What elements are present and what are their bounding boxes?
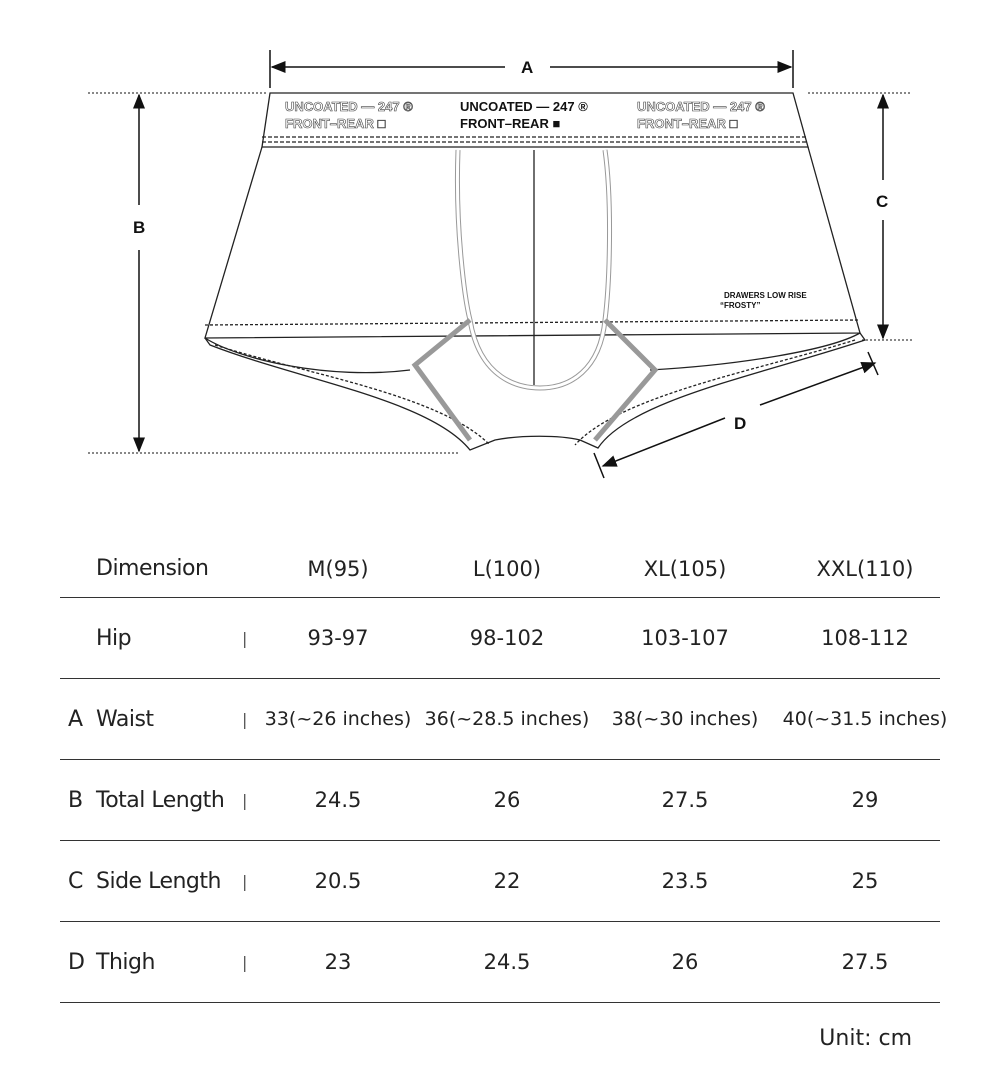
row-letter: C bbox=[68, 868, 84, 894]
row-separator: | bbox=[242, 952, 248, 972]
row-value: 24.5 bbox=[483, 950, 531, 974]
waistband-text-left-1: UNCOATED — 247 ® bbox=[285, 99, 413, 114]
row-value: 25 bbox=[851, 869, 879, 893]
row-value: 98-102 bbox=[469, 626, 545, 650]
row-separator: | bbox=[242, 628, 248, 648]
waistband-text-right-2: FRONT–REAR □ bbox=[637, 116, 737, 131]
row-name: Side Length bbox=[96, 868, 221, 894]
row-name: Total Length bbox=[96, 787, 225, 813]
waistband-text-left-2: FRONT–REAR □ bbox=[285, 116, 385, 131]
size-table: Dimension M(95) L(100) XL(105) XXL(110) … bbox=[60, 540, 947, 1003]
header-size: L(100) bbox=[472, 556, 542, 581]
row-value: 23.5 bbox=[661, 869, 709, 893]
row-value: 20.5 bbox=[314, 869, 362, 893]
header-size: M(95) bbox=[307, 556, 369, 581]
table-row: Hip | 93-97 98-102 103-107 108-112 bbox=[60, 598, 940, 679]
row-value: 26 bbox=[493, 788, 521, 812]
tag-text-1: DRAWERS LOW RISE bbox=[724, 291, 807, 300]
row-value: 93-97 bbox=[307, 626, 369, 650]
header-size: XXL(110) bbox=[816, 556, 914, 581]
row-value: 23 bbox=[324, 950, 352, 974]
row-value: 33(~26 inches) bbox=[264, 708, 412, 730]
row-name: Waist bbox=[96, 706, 154, 732]
row-separator: | bbox=[242, 871, 248, 891]
row-name: Thigh bbox=[96, 949, 155, 975]
tag-text-2: “FROSTY” bbox=[720, 301, 760, 310]
row-letter: D bbox=[68, 949, 85, 975]
header-dimension: Dimension bbox=[96, 556, 209, 581]
row-value: 40(~31.5 inches) bbox=[782, 708, 948, 730]
dimension-label-a: A bbox=[521, 58, 533, 77]
waistband-text-right-1: UNCOATED — 247 ® bbox=[637, 99, 765, 114]
row-value: 29 bbox=[851, 788, 879, 812]
row-value: 103-107 bbox=[641, 626, 729, 650]
table-row: D Thigh | 23 24.5 26 27.5 bbox=[60, 922, 940, 1003]
row-value: 38(~30 inches) bbox=[611, 708, 759, 730]
waistband-text-center-2: FRONT–REAR ■ bbox=[460, 116, 560, 131]
table-row: C Side Length | 20.5 22 23.5 25 bbox=[60, 841, 940, 922]
row-separator: | bbox=[242, 790, 248, 810]
dimension-label-c: C bbox=[876, 192, 888, 211]
table-header: Dimension M(95) L(100) XL(105) XXL(110) bbox=[60, 540, 940, 598]
row-letter: A bbox=[68, 706, 84, 732]
dimension-lines bbox=[88, 50, 912, 479]
row-value: 24.5 bbox=[314, 788, 362, 812]
header-size: XL(105) bbox=[643, 556, 727, 581]
garment-outline bbox=[204, 92, 867, 451]
row-value: 36(~28.5 inches) bbox=[424, 708, 590, 730]
garment-diagram: UNCOATED — 247 ® FRONT–REAR □ UNCOATED —… bbox=[88, 50, 912, 479]
row-value: 22 bbox=[493, 869, 521, 893]
waistband-text-center-1: UNCOATED — 247 ® bbox=[460, 99, 588, 114]
dimension-label-d: D bbox=[734, 414, 746, 433]
unit-label: Unit: cm bbox=[819, 1026, 912, 1051]
row-value: 27.5 bbox=[841, 950, 889, 974]
row-separator: | bbox=[242, 709, 248, 729]
table-row: B Total Length | 24.5 26 27.5 29 bbox=[60, 760, 940, 841]
dimension-label-b: B bbox=[133, 218, 145, 237]
row-value: 26 bbox=[671, 950, 699, 974]
row-value: 108-112 bbox=[821, 626, 909, 650]
table-row: A Waist | 33(~26 inches) 36(~28.5 inches) 3… bbox=[60, 679, 947, 760]
row-letter: B bbox=[68, 787, 84, 813]
row-value: 27.5 bbox=[661, 788, 709, 812]
row-name: Hip bbox=[96, 625, 132, 651]
